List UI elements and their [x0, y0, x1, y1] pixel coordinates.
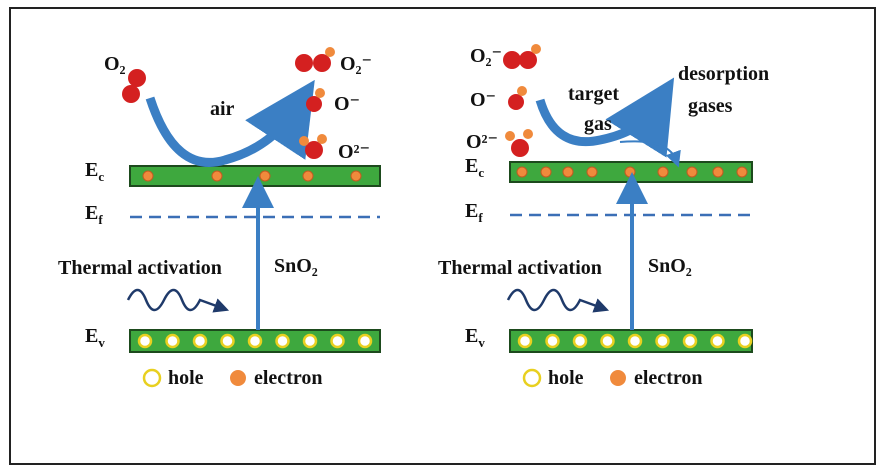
band-subscript: f	[478, 210, 483, 225]
band-subscript: v	[98, 335, 105, 350]
hole	[684, 335, 696, 347]
electron	[541, 167, 551, 177]
electron	[713, 167, 723, 177]
electron	[737, 167, 747, 177]
atom	[505, 131, 515, 141]
air-label: air	[210, 98, 235, 120]
electron	[351, 171, 361, 181]
wavy-arrow	[128, 290, 222, 310]
species-o-minus: O⁻	[470, 89, 496, 111]
band-label: Ef	[85, 202, 103, 227]
gas-label: gas	[584, 113, 612, 135]
band-subscript: c	[98, 169, 104, 184]
electron	[260, 171, 270, 181]
species-o-minus: O⁻	[334, 93, 360, 115]
target-label: target	[568, 83, 619, 105]
legend-electron	[230, 370, 246, 386]
species-o2: O₂	[104, 53, 126, 75]
hole	[574, 335, 586, 347]
band-symbol: E	[465, 155, 478, 177]
diagram: EcEfEvThermal activationSnO₂holeelectron…	[0, 0, 885, 466]
hole	[249, 335, 261, 347]
band-symbol: E	[85, 159, 98, 181]
atom	[517, 86, 527, 96]
hole	[359, 335, 371, 347]
atom	[503, 51, 521, 69]
electron	[587, 167, 597, 177]
band-label: Ev	[465, 325, 485, 350]
legend-hole-label: hole	[168, 367, 204, 389]
species-o2-minus: O₂⁻	[340, 53, 372, 75]
material-label: SnO₂	[274, 255, 318, 277]
legend-electron	[610, 370, 626, 386]
band-subscript: c	[478, 165, 484, 180]
atom	[299, 136, 309, 146]
electron	[303, 171, 313, 181]
hole	[194, 335, 206, 347]
band-bar	[130, 166, 380, 186]
wavy-arrow	[508, 290, 602, 310]
desorption-small-arrow	[620, 141, 676, 160]
band-subscript: f	[98, 212, 103, 227]
thermal-label: Thermal activation	[438, 257, 602, 279]
electron	[658, 167, 668, 177]
band-label: Ec	[465, 155, 484, 180]
atom	[317, 134, 327, 144]
thermal-label: Thermal activation	[58, 257, 222, 279]
hole	[739, 335, 751, 347]
atom	[523, 129, 533, 139]
electron	[143, 171, 153, 181]
electron	[517, 167, 527, 177]
atom	[128, 69, 146, 87]
species-o-2minus: O²⁻	[338, 141, 370, 163]
band-symbol: E	[465, 200, 478, 222]
hole	[139, 335, 151, 347]
hole	[629, 335, 641, 347]
hole	[332, 335, 344, 347]
band-label: Ec	[85, 159, 104, 184]
hole	[712, 335, 724, 347]
hole	[657, 335, 669, 347]
atom	[295, 54, 313, 72]
hole	[602, 335, 614, 347]
electron	[625, 167, 635, 177]
species-o-2minus: O²⁻	[466, 131, 498, 153]
band-symbol: E	[85, 202, 98, 224]
hole	[167, 335, 179, 347]
hole	[519, 335, 531, 347]
hole	[277, 335, 289, 347]
electron	[563, 167, 573, 177]
atom	[306, 96, 322, 112]
band-label: Ef	[465, 200, 483, 225]
legend-hole-label: hole	[548, 367, 584, 389]
band-subscript: v	[478, 335, 485, 350]
species-o2-minus: O₂⁻	[470, 45, 502, 67]
atom	[122, 85, 140, 103]
atom	[508, 94, 524, 110]
atom	[315, 88, 325, 98]
legend-electron-label: electron	[254, 367, 323, 389]
hole	[222, 335, 234, 347]
atom	[511, 139, 529, 157]
electron	[212, 171, 222, 181]
legend-hole	[144, 370, 160, 386]
desorption-label: desorption	[678, 63, 769, 85]
legend-hole	[524, 370, 540, 386]
atom	[531, 44, 541, 54]
gases-label: gases	[688, 95, 733, 117]
band-label: Ev	[85, 325, 105, 350]
band-symbol: E	[85, 325, 98, 347]
electron	[687, 167, 697, 177]
legend-electron-label: electron	[634, 367, 703, 389]
band-symbol: E	[465, 325, 478, 347]
hole	[547, 335, 559, 347]
material-label: SnO₂	[648, 255, 692, 277]
hole	[304, 335, 316, 347]
atom	[325, 47, 335, 57]
